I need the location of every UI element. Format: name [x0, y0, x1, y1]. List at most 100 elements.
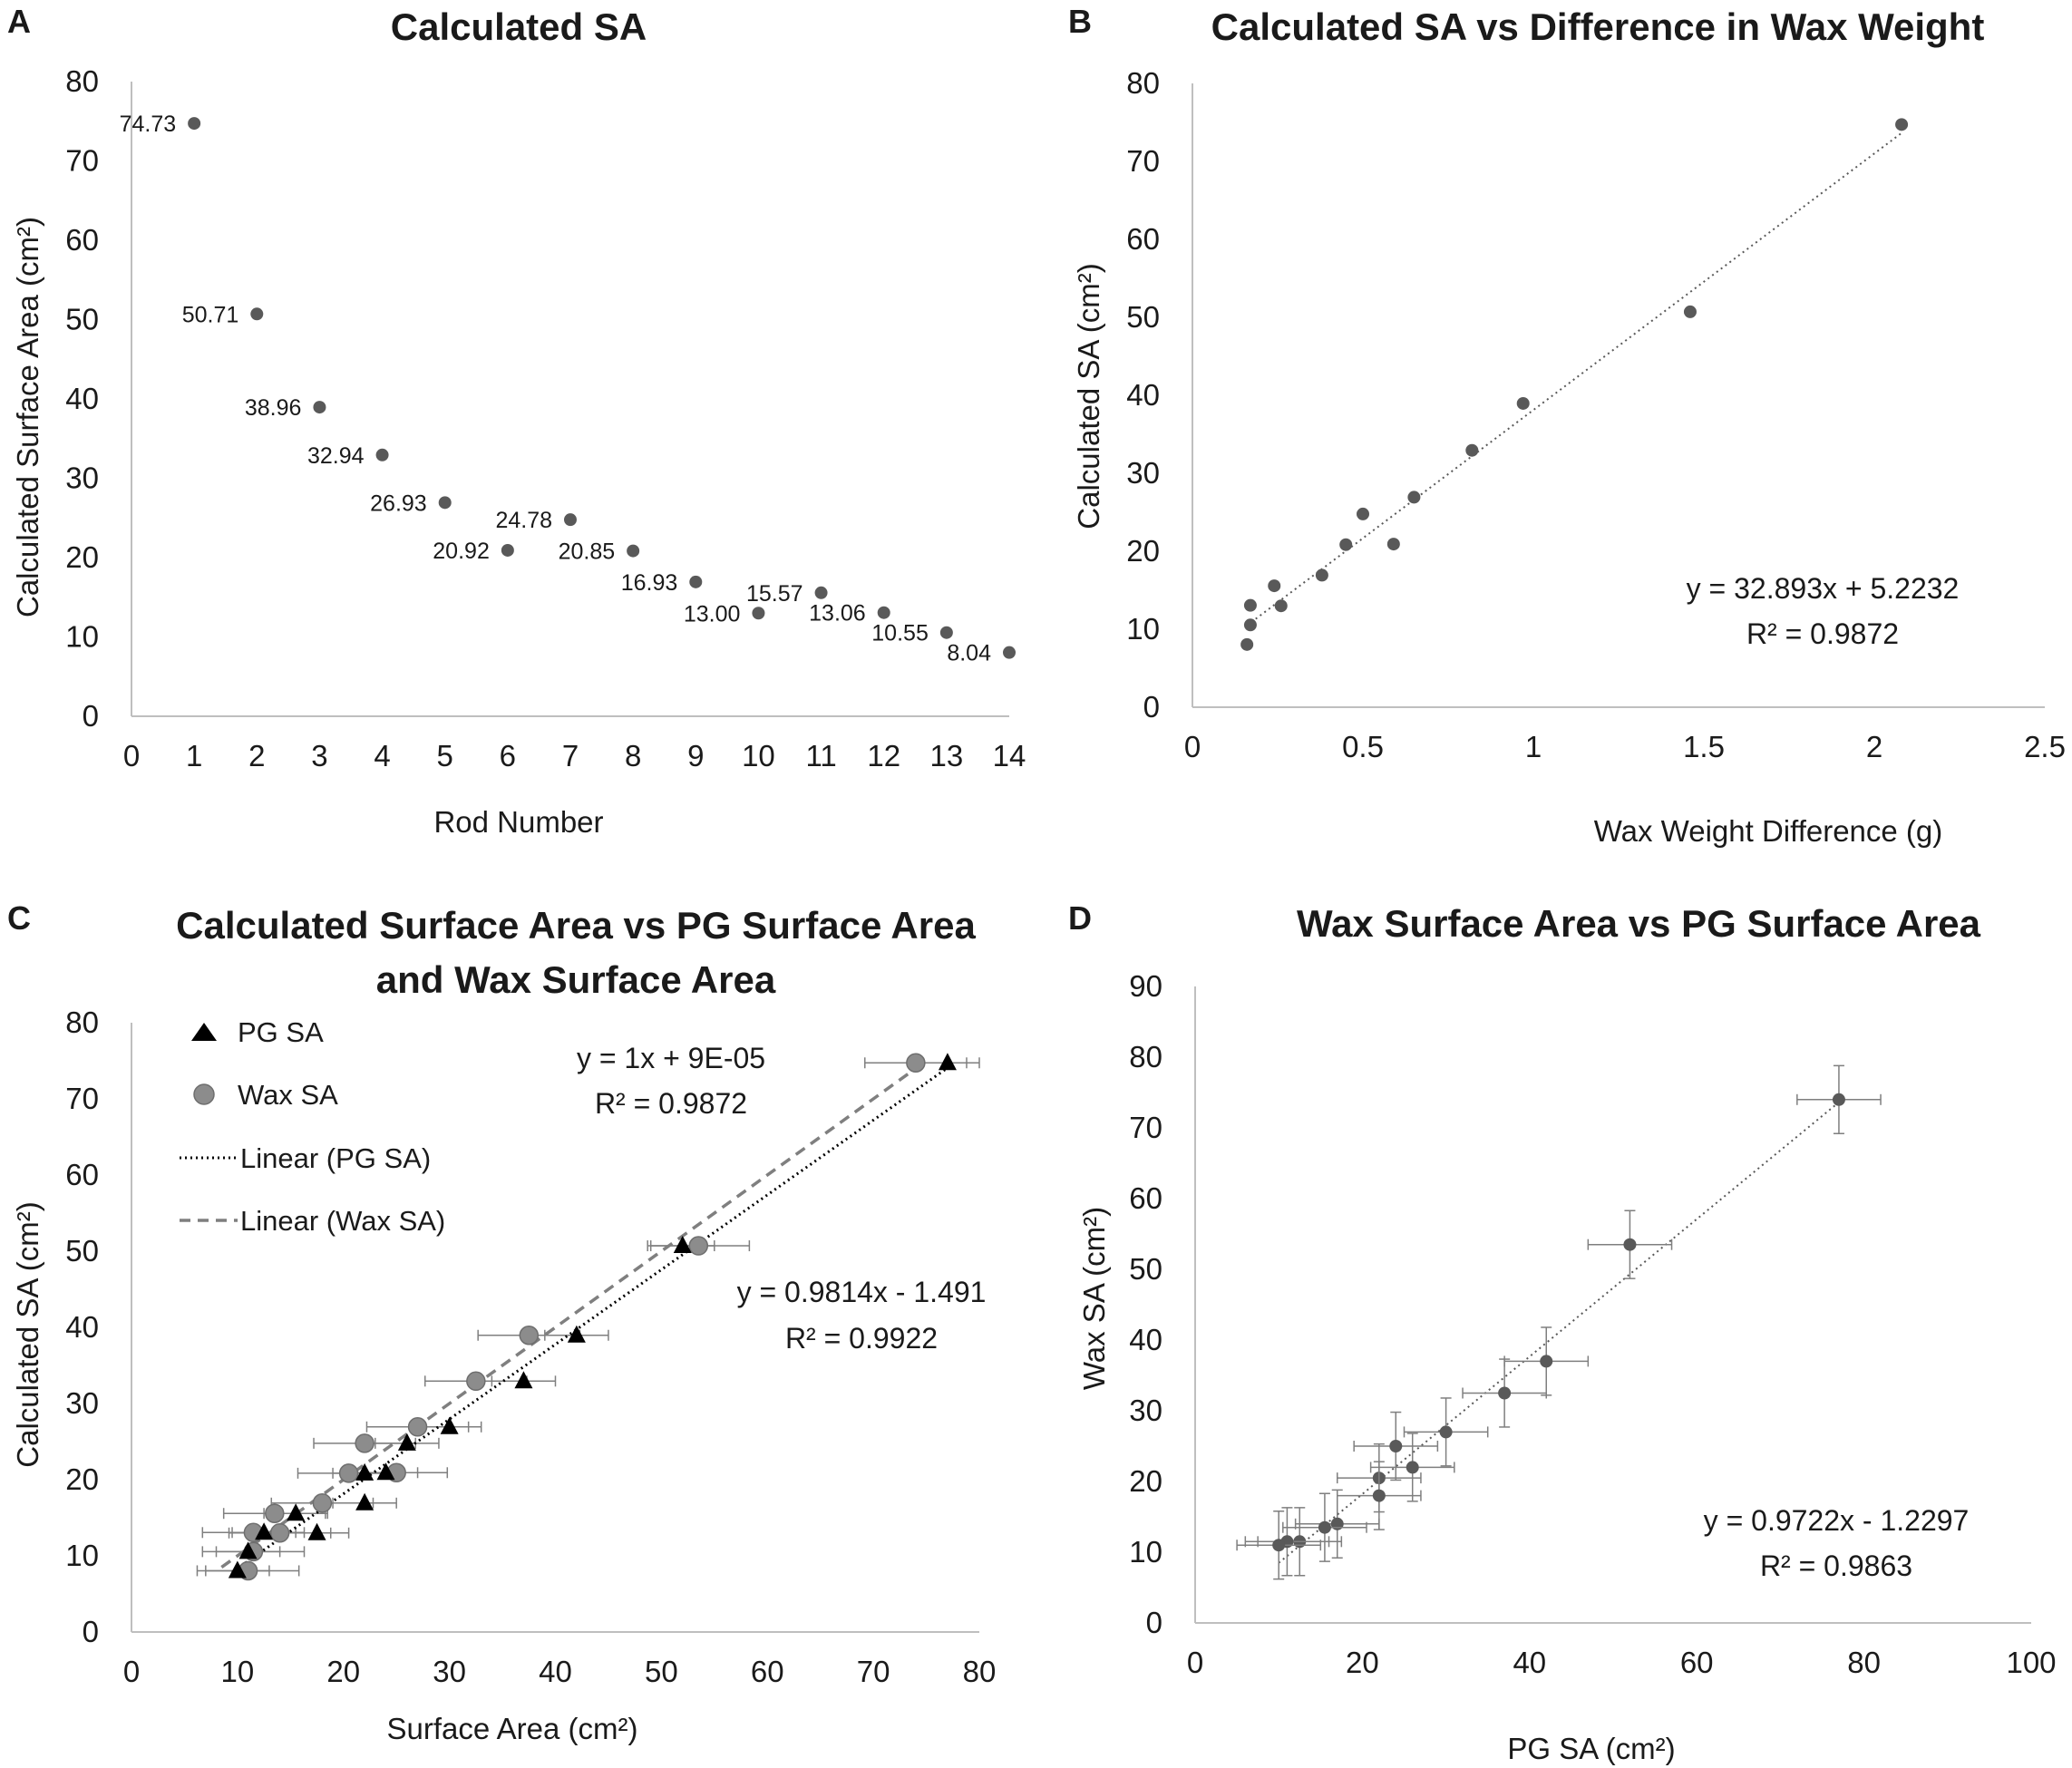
data-label: 38.96: [245, 395, 302, 421]
panel-d-axes: 0 20 40 60 80 100 0 10 20 30 40 50 60 70 80 90: [1129, 969, 2056, 1679]
data-point: [313, 401, 326, 414]
panel-a-x-tick-label: 13: [929, 739, 963, 772]
trendline-wax-sa: [220, 1066, 917, 1569]
panel-c-y-tick-label: 80: [65, 1005, 99, 1039]
data-point: [501, 543, 514, 557]
panel-c-title-line-2: and Wax Surface Area: [376, 958, 776, 1001]
data-point: [1623, 1238, 1637, 1251]
legend-wax-sa-label: Wax SA: [238, 1079, 338, 1111]
data-point: [1386, 538, 1400, 551]
panel-c-x-tick-label: 20: [326, 1655, 360, 1688]
panel-a-x-tick-label: 10: [742, 739, 775, 772]
pg-sa-point: [938, 1053, 957, 1071]
panel-c-pg-r-squared: R² = 0.9922: [785, 1322, 938, 1355]
pg-sa-point: [514, 1371, 533, 1389]
panel-d-marks: [1236, 1064, 1882, 1580]
panel-c-pg-equation: y = 0.9814x - 1.491: [737, 1276, 987, 1308]
legend-pg-sa-label: PG SA: [238, 1016, 324, 1048]
panel-d-x-tick-label: 80: [1847, 1646, 1881, 1679]
panel-d-y-tick-label: 50: [1129, 1252, 1162, 1286]
panel-a-x-tick-label: 8: [625, 739, 641, 772]
panel-c-x-tick-label: 80: [963, 1655, 997, 1688]
data-point: [1516, 396, 1530, 410]
panel-b-r-squared: R² = 0.9872: [1746, 617, 1899, 650]
panel-d-y-tick-label: 30: [1129, 1394, 1162, 1427]
wax-sa-point: [688, 1236, 709, 1256]
panel-a-x-tick-label: 6: [500, 739, 516, 772]
wax-sa-point: [312, 1493, 333, 1513]
panel-a-x-tick-label: 1: [186, 739, 202, 772]
panel-b-x-tick-label: 2.5: [2024, 730, 2066, 763]
data-point: [1895, 118, 1909, 131]
data-label: 20.85: [559, 539, 616, 565]
data-point: [1407, 491, 1421, 504]
panel-b-y-tick-label: 10: [1126, 612, 1160, 646]
wax-sa-point: [269, 1523, 290, 1543]
panel-a-y-tick-label: 50: [65, 303, 99, 336]
panel-a-x-tick-label: 2: [248, 739, 265, 772]
panel-a-y-tick-label: 40: [65, 382, 99, 415]
panel-a-y-tick-label: 80: [65, 64, 99, 98]
panel-c-y-tick-label: 0: [83, 1615, 99, 1648]
data-label: 8.04: [947, 641, 991, 666]
data-label: 50.71: [182, 302, 239, 327]
panel-c-x-tick-label: 70: [857, 1655, 890, 1688]
panel-a-y-tick-label: 30: [65, 461, 99, 495]
panel-letter-b: B: [1068, 3, 1092, 40]
data-label: 26.93: [370, 491, 427, 516]
panel-d-y-tick-label: 0: [1146, 1606, 1162, 1639]
panel-d-y-tick-label: 10: [1129, 1535, 1162, 1569]
panel-c-x-tick-label: 0: [123, 1655, 140, 1688]
pg-sa-point: [567, 1325, 586, 1343]
panel-letter-a: A: [7, 3, 31, 40]
pg-sa-point: [228, 1560, 247, 1579]
data-point: [1406, 1461, 1419, 1474]
panel-b-title: Calculated SA vs Difference in Wax Weigh…: [1211, 5, 1985, 48]
pg-sa-point: [287, 1503, 306, 1521]
panel-d-y-tick-label: 80: [1129, 1040, 1162, 1073]
pg-sa-point: [376, 1462, 395, 1481]
data-point: [1540, 1355, 1553, 1368]
panel-d-xlabel: PG SA (cm²): [1507, 1732, 1675, 1765]
panel-c-marks: [196, 1053, 980, 1581]
panel-c-wax-equation: y = 1x + 9E-05: [577, 1042, 765, 1074]
data-point: [188, 117, 201, 131]
panel-b-equation: y = 32.893x + 5.2232: [1687, 572, 1960, 605]
panel-c-y-tick-label: 10: [65, 1539, 99, 1572]
panel-b-marks: [1240, 118, 1909, 651]
data-label: 10.55: [871, 621, 929, 646]
pg-sa-point: [238, 1541, 258, 1559]
panel-a-x-tick-label: 4: [374, 739, 390, 772]
wax-sa-point: [338, 1463, 359, 1483]
panel-c-y-tick-label: 40: [65, 1310, 99, 1344]
panel-a-y-tick-label: 10: [65, 620, 99, 654]
panel-c-x-tick-label: 30: [433, 1655, 466, 1688]
panel-b-x-tick-label: 1.5: [1683, 730, 1725, 763]
panel-c-axes: 0 10 20 30 40 50 60 70 80 0 10 20 30 40 50 60 70 80: [65, 1005, 996, 1688]
panel-a-x-tick-label: 3: [311, 739, 327, 772]
panel-d-y-tick-label: 20: [1129, 1464, 1162, 1498]
panel-b-y-tick-label: 20: [1126, 534, 1160, 568]
panel-b-y-tick-label: 0: [1143, 690, 1160, 724]
wax-sa-point: [466, 1371, 486, 1392]
panel-a-y-tick-label: 20: [65, 540, 99, 574]
data-point: [1372, 1489, 1386, 1502]
legend-linear-pg-label: Linear (PG SA): [240, 1142, 431, 1174]
wax-sa-point: [265, 1503, 285, 1523]
panel-d-title: Wax Surface Area vs PG Surface Area: [1297, 902, 1981, 945]
data-label: 20.92: [433, 539, 490, 564]
wax-sa-point: [519, 1325, 540, 1345]
pg-sa-point: [255, 1522, 274, 1540]
data-point: [375, 448, 389, 461]
data-point: [1272, 1539, 1286, 1552]
panel-a-ylabel: Calculated Surface Area (cm²): [11, 217, 44, 617]
panel-b-y-tick-label: 60: [1126, 222, 1160, 256]
panel-b-y-tick-label: 70: [1126, 144, 1160, 178]
data-point: [250, 307, 264, 321]
panel-c-y-tick-label: 20: [65, 1462, 99, 1496]
data-point: [1268, 579, 1281, 593]
data-point: [814, 586, 828, 599]
